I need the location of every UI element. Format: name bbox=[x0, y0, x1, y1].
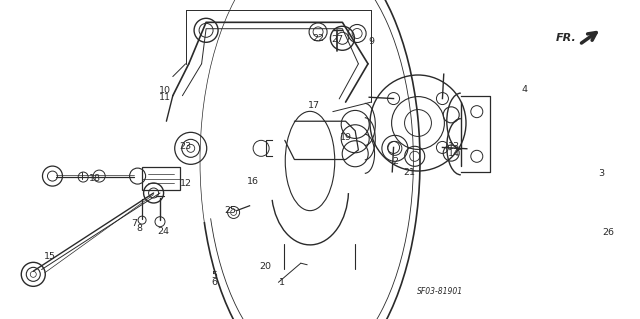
Text: 25: 25 bbox=[225, 206, 236, 215]
Text: 7: 7 bbox=[131, 219, 138, 228]
Text: 5: 5 bbox=[211, 271, 218, 280]
Text: 20: 20 bbox=[260, 262, 271, 271]
Text: 15: 15 bbox=[44, 252, 56, 261]
Text: 6: 6 bbox=[211, 278, 218, 287]
Text: 3: 3 bbox=[598, 169, 605, 178]
Text: 13: 13 bbox=[449, 142, 460, 151]
Text: SF03-81901: SF03-81901 bbox=[417, 287, 463, 296]
Text: 16: 16 bbox=[247, 177, 259, 186]
Text: 10: 10 bbox=[159, 86, 171, 95]
Text: 11: 11 bbox=[159, 93, 171, 102]
Text: 23: 23 bbox=[180, 142, 191, 151]
Text: FR.: FR. bbox=[556, 33, 576, 43]
Text: 1: 1 bbox=[278, 278, 285, 287]
Text: 8: 8 bbox=[136, 224, 143, 233]
Text: 18: 18 bbox=[89, 174, 100, 183]
Text: 21: 21 bbox=[404, 168, 415, 177]
Text: 22: 22 bbox=[312, 34, 324, 43]
Text: 4: 4 bbox=[522, 85, 528, 94]
Text: 26: 26 bbox=[602, 228, 614, 237]
Text: 9: 9 bbox=[368, 37, 374, 46]
Text: 27: 27 bbox=[332, 35, 343, 44]
Text: 24: 24 bbox=[157, 227, 169, 236]
Text: 19: 19 bbox=[340, 133, 351, 142]
Text: 14: 14 bbox=[449, 149, 460, 158]
Text: 12: 12 bbox=[180, 179, 191, 188]
Text: 2: 2 bbox=[392, 157, 399, 166]
Text: 17: 17 bbox=[308, 101, 319, 110]
